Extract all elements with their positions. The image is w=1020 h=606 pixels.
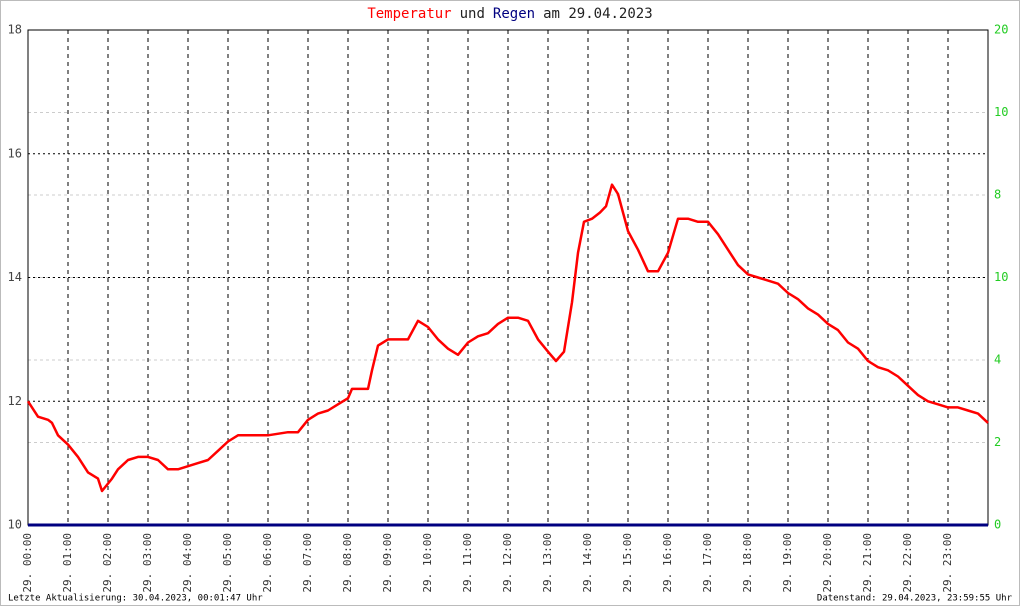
- x-tick-label: 29. 08:00: [341, 533, 354, 593]
- x-tick-label: 29. 05:00: [221, 533, 234, 593]
- y2-tick-label: 0: [994, 518, 1001, 532]
- y-tick-label: 14: [8, 270, 22, 284]
- y-tick-label: 12: [8, 394, 22, 408]
- y2-tick-label: 4: [994, 353, 1001, 367]
- title-part: Temperatur: [367, 6, 451, 22]
- title-part: und: [460, 6, 485, 22]
- x-tick-label: 29. 09:00: [381, 533, 394, 593]
- x-tick-label: 29. 20:00: [821, 533, 834, 593]
- x-tick-label: 29. 00:00: [21, 533, 34, 593]
- x-tick-label: 29. 07:00: [301, 533, 314, 593]
- x-tick-label: 29. 15:00: [621, 533, 634, 593]
- x-tick-label: 29. 01:00: [61, 533, 74, 593]
- x-tick-label: 29. 17:00: [701, 533, 714, 593]
- x-tick-label: 29. 18:00: [741, 533, 754, 593]
- x-tick-label: 29. 14:00: [581, 533, 594, 593]
- x-tick-label: 29. 04:00: [181, 533, 194, 593]
- x-tick-label: 29. 13:00: [541, 533, 554, 593]
- x-tick-label: 29. 11:00: [461, 533, 474, 593]
- footer-left: Letzte Aktualisierung: 30.04.2023, 00:01…: [8, 594, 263, 604]
- y2-tick-label: 8: [994, 188, 1001, 202]
- y-tick-label: 16: [8, 146, 22, 160]
- x-tick-label: 29. 10:00: [421, 533, 434, 593]
- x-tick-label: 29. 06:00: [261, 533, 274, 593]
- x-tick-label: 29. 03:00: [141, 533, 154, 593]
- x-tick-label: 29. 21:00: [861, 533, 874, 593]
- x-tick-label: 29. 23:00: [941, 533, 954, 593]
- footer-right: Datenstand: 29.04.2023, 23:59:55 Uhr: [817, 594, 1013, 604]
- y2-tick-label: 10: [994, 105, 1008, 119]
- y2-tick-label: 10: [994, 270, 1008, 284]
- y2-tick-label: 2: [994, 435, 1001, 449]
- x-tick-label: 29. 16:00: [661, 533, 674, 593]
- x-tick-label: 29. 19:00: [781, 533, 794, 593]
- y-tick-label: 18: [8, 23, 22, 37]
- chart-title: Temperatur und Regen am 29.04.2023: [367, 6, 652, 22]
- title-part: am 29.04.2023: [543, 6, 653, 22]
- x-tick-label: 29. 02:00: [101, 533, 114, 593]
- x-tick-label: 29. 12:00: [501, 533, 514, 593]
- y2-tick-label: 20: [994, 23, 1008, 37]
- title-part: Regen: [493, 6, 535, 22]
- x-tick-label: 29. 22:00: [901, 533, 914, 593]
- series-line: [26, 183, 989, 493]
- y-tick-label: 10: [8, 518, 22, 532]
